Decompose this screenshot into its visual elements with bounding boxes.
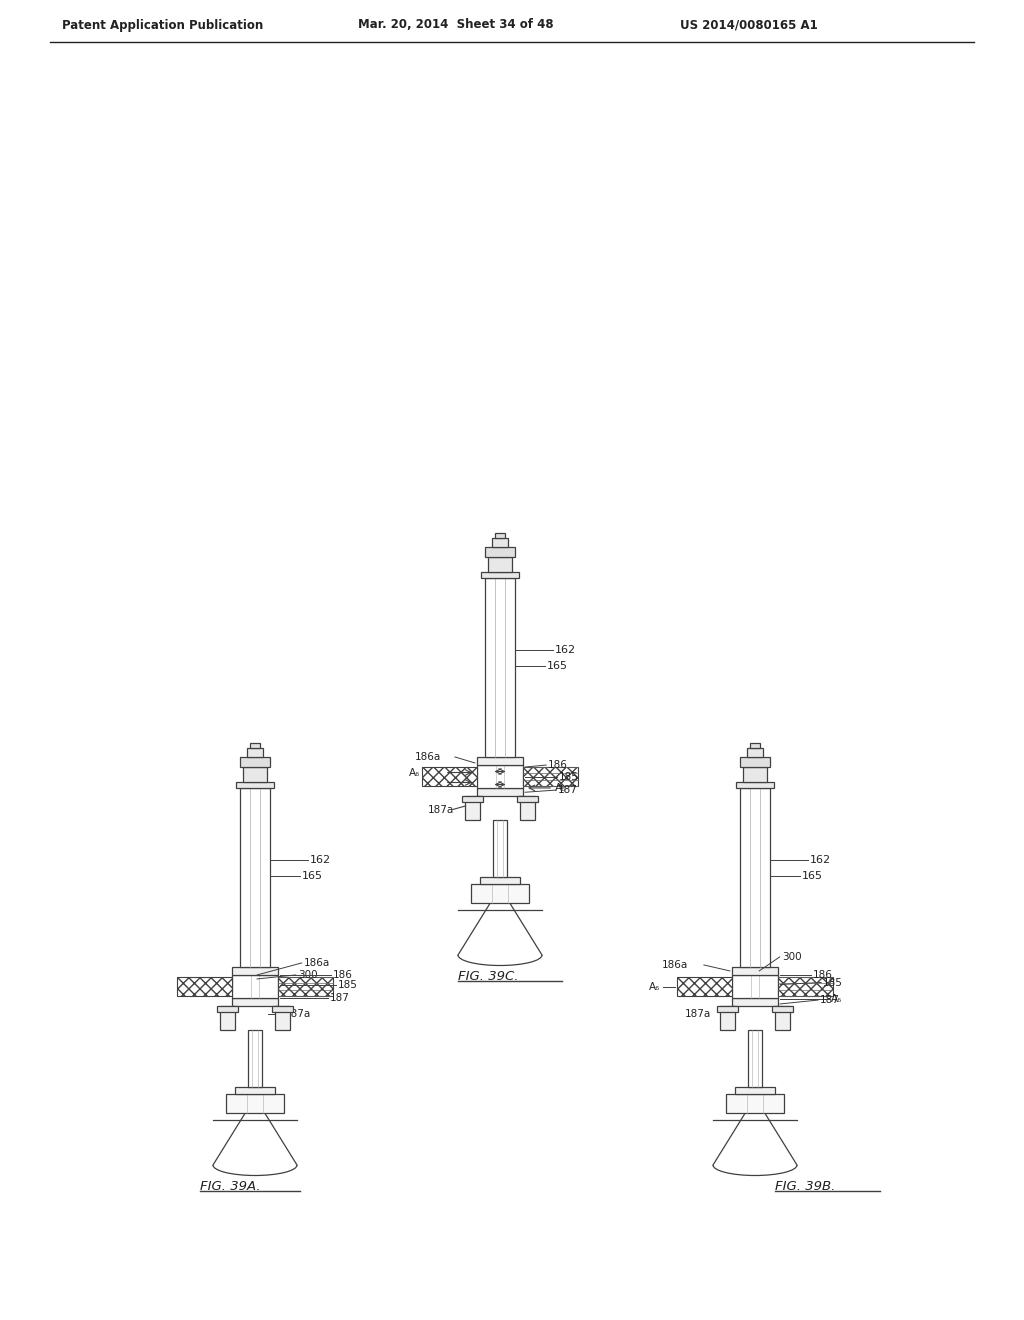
Bar: [740, 756, 770, 767]
Text: 300: 300: [298, 970, 317, 979]
Bar: [462, 796, 483, 801]
Text: 162: 162: [810, 855, 830, 866]
Bar: [750, 743, 760, 748]
Bar: [493, 820, 507, 878]
Text: A₆: A₆: [831, 994, 843, 1005]
Bar: [677, 977, 732, 997]
Text: A₆: A₆: [409, 767, 420, 777]
Bar: [743, 767, 767, 781]
Bar: [720, 1006, 735, 1030]
Text: 162: 162: [309, 855, 331, 866]
Bar: [732, 966, 778, 975]
Bar: [778, 977, 833, 997]
Text: 165: 165: [547, 661, 567, 672]
Bar: [422, 767, 477, 785]
Bar: [492, 539, 508, 546]
Bar: [248, 1030, 262, 1088]
Text: 185: 185: [823, 978, 843, 987]
Text: A₆: A₆: [649, 982, 660, 991]
Bar: [241, 788, 269, 966]
Bar: [275, 1006, 290, 1030]
Bar: [237, 781, 273, 788]
Bar: [517, 796, 538, 801]
Bar: [477, 756, 523, 766]
Bar: [250, 743, 260, 748]
Bar: [217, 1006, 239, 1011]
Text: 185: 185: [338, 979, 358, 990]
Text: A₆: A₆: [555, 783, 566, 793]
Bar: [735, 1088, 775, 1093]
Text: 165: 165: [302, 871, 323, 882]
Text: 187a: 187a: [685, 1010, 712, 1019]
Bar: [717, 1006, 738, 1011]
Text: 186: 186: [333, 970, 353, 979]
Text: US 2014/0080165 A1: US 2014/0080165 A1: [680, 18, 818, 32]
Text: FIG. 39B.: FIG. 39B.: [775, 1180, 836, 1193]
Bar: [480, 878, 520, 883]
Bar: [740, 788, 770, 966]
Bar: [271, 1006, 293, 1011]
Bar: [465, 796, 480, 820]
Bar: [477, 766, 523, 788]
Bar: [177, 977, 231, 997]
Bar: [231, 998, 279, 1006]
Bar: [775, 1006, 790, 1030]
Text: 187: 187: [330, 993, 350, 1003]
Bar: [279, 977, 333, 997]
Text: Mar. 20, 2014  Sheet 34 of 48: Mar. 20, 2014 Sheet 34 of 48: [358, 18, 554, 32]
Text: 186a: 186a: [662, 960, 688, 970]
Bar: [236, 1088, 275, 1093]
Text: 187a: 187a: [285, 1010, 311, 1019]
Bar: [736, 781, 774, 788]
Text: FIG. 39C.: FIG. 39C.: [458, 970, 518, 983]
Text: 186: 186: [548, 760, 568, 770]
Text: 165: 165: [802, 871, 822, 882]
Bar: [220, 1006, 236, 1030]
Bar: [732, 975, 778, 998]
Bar: [241, 756, 269, 767]
Text: 300: 300: [781, 952, 802, 962]
Bar: [244, 767, 266, 781]
Bar: [485, 578, 515, 756]
Bar: [748, 1030, 762, 1088]
Bar: [495, 533, 505, 539]
Text: 187a: 187a: [428, 805, 455, 816]
Text: 187: 187: [558, 785, 578, 795]
Bar: [231, 966, 279, 975]
Text: 162: 162: [555, 645, 575, 655]
Bar: [772, 1006, 793, 1011]
Text: 186: 186: [813, 970, 833, 979]
Text: 186a: 186a: [304, 958, 330, 968]
Text: 186a: 186a: [415, 752, 441, 762]
Bar: [231, 975, 279, 998]
Bar: [226, 1093, 284, 1113]
Bar: [746, 748, 764, 756]
Bar: [481, 572, 519, 578]
Bar: [726, 1093, 784, 1113]
Bar: [732, 998, 778, 1006]
Bar: [247, 748, 263, 756]
Bar: [485, 546, 515, 557]
Bar: [488, 557, 512, 572]
Bar: [471, 883, 528, 903]
Text: 185: 185: [559, 771, 579, 781]
Bar: [523, 767, 578, 785]
Text: Patent Application Publication: Patent Application Publication: [62, 18, 263, 32]
Text: FIG. 39A.: FIG. 39A.: [200, 1180, 261, 1193]
Bar: [477, 788, 523, 796]
Text: 187: 187: [820, 995, 840, 1005]
Bar: [520, 796, 535, 820]
